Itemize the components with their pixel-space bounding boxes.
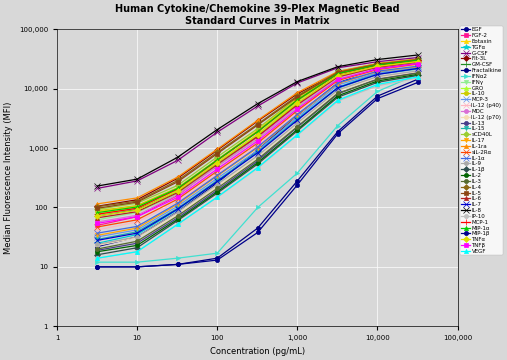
Title: Human Cytokine/Chemokine 39-Plex Magnetic Bead
Standard Curves in Matrix: Human Cytokine/Chemokine 39-Plex Magneti… bbox=[115, 4, 400, 26]
Y-axis label: Median Fluorescence Intensity (MFI): Median Fluorescence Intensity (MFI) bbox=[4, 102, 13, 254]
Legend: EGF, FGF-2, Eotaxin, TGFα, G-CSF, Flt-3L, GM-CSF, Fractalkine, IFNα2, IFNγ, GRO,: EGF, FGF-2, Eotaxin, TGFα, G-CSF, Flt-3L… bbox=[460, 26, 503, 255]
X-axis label: Concentration (pg/mL): Concentration (pg/mL) bbox=[210, 347, 305, 356]
